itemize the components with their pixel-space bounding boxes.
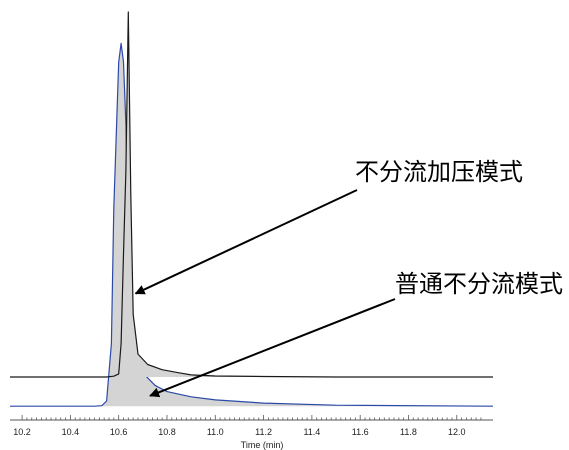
series-1-area — [10, 43, 493, 407]
x-axis-title: Time (min) — [241, 440, 284, 450]
annotation-arrow-0 — [134, 189, 358, 295]
x-tick-label: 10.6 — [110, 427, 128, 437]
series-layer — [10, 11, 494, 407]
series-0-line — [10, 11, 493, 378]
annotation-normal-splitless: 普通不分流模式 — [395, 270, 563, 298]
annotation-pressure-splitless: 不分流加压模式 — [355, 158, 523, 186]
series-1-line — [10, 42, 494, 407]
x-tick-label: 10.8 — [158, 427, 176, 437]
x-tick-label: 11.6 — [352, 427, 369, 437]
annotation-arrows — [134, 189, 396, 398]
x-tick-label: 11.0 — [207, 427, 224, 437]
annotation-arrow-1 — [149, 298, 396, 398]
series-0-area — [10, 12, 493, 377]
x-tick-label: 10.2 — [13, 427, 31, 437]
x-tick-label: 12.0 — [448, 427, 466, 437]
x-tick-label: 11.8 — [400, 427, 417, 437]
x-tick-label: 10.4 — [62, 427, 80, 437]
x-axis: 10.2 10.4 10.6 10.8 11.0 11.2 11.4 11.6 11.8 12.0 — [10, 415, 493, 437]
x-tick-label: 11.2 — [255, 427, 272, 437]
x-tick-label: 11.4 — [303, 427, 320, 437]
